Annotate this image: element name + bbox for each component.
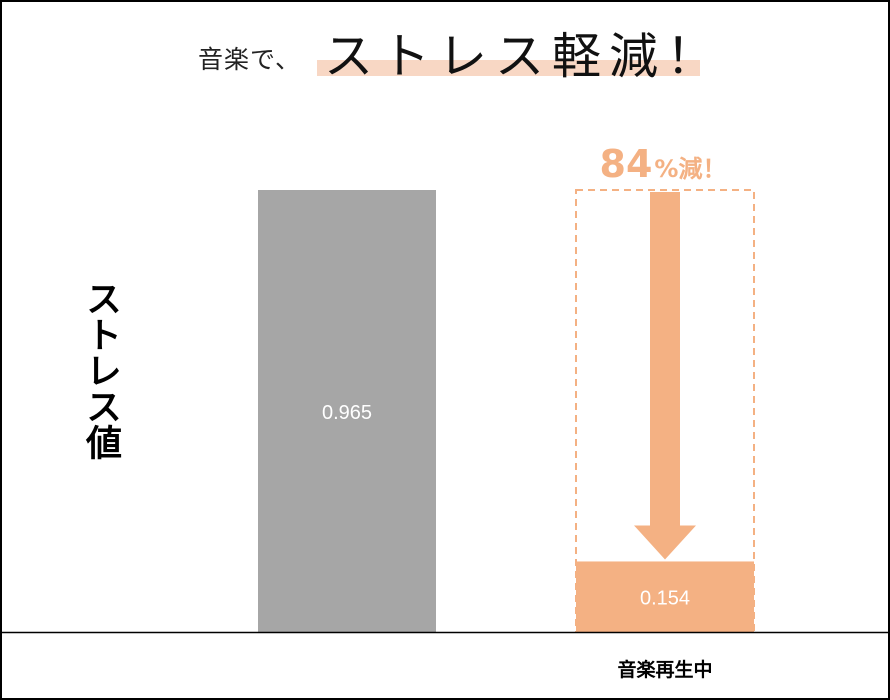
x-tick-label: 音楽再生中 xyxy=(617,658,712,681)
chart-title-main: ストレス軽減！ xyxy=(324,28,724,85)
reduction-annotation: 84%減！ xyxy=(600,142,727,186)
title-highlight-marker xyxy=(317,60,700,76)
reduction-arrow xyxy=(634,192,696,560)
bar-music-playing xyxy=(576,561,754,632)
bar-baseline xyxy=(258,190,436,632)
chart-title-lead: 音楽で、 xyxy=(198,45,302,74)
bar-value-label: 0.154 xyxy=(640,588,690,610)
y-axis-label: ストレス値 xyxy=(80,280,121,460)
bar-value-label: 0.965 xyxy=(322,402,372,424)
